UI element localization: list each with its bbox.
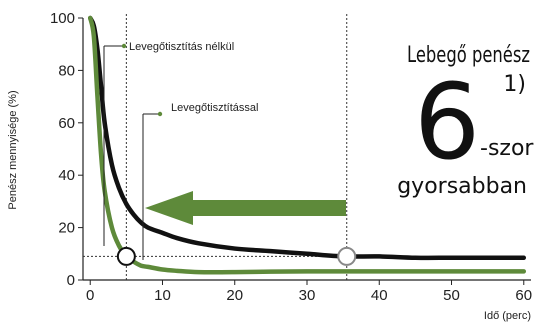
x-tick-label: 60 [515, 287, 532, 304]
callout-no-purifier: Levegőtisztítás nélkül [103, 41, 234, 246]
annotation-suffix: -szor [480, 136, 534, 161]
x-tick-label: 40 [371, 287, 388, 304]
arrow-shaft [188, 200, 346, 216]
annotation-line1: Lebegő penész [407, 43, 530, 68]
x-tick-label: 10 [154, 287, 171, 304]
y-tick-label: 20 [58, 220, 75, 237]
x-tick-label: 20 [226, 287, 243, 304]
series-line-1 [87, 15, 527, 275]
y-tick-label: 0 [67, 272, 75, 289]
legend-label-with-purifier: Levegőtisztítással [171, 102, 258, 114]
annotation-big-number: 6 [414, 61, 480, 183]
x-tick-group: 0 10 20 30 40 50 60 [86, 280, 532, 304]
guide-lines [83, 14, 348, 280]
reference-point [337, 246, 357, 266]
y-tick-label: 80 [58, 62, 75, 79]
x-tick-label: 30 [299, 287, 316, 304]
arrow-head [145, 191, 193, 225]
speedup-annotation: Lebegő penész 1) 6 -szor gyorsabban [397, 43, 534, 199]
series-line-0 [87, 15, 527, 261]
reference-point [116, 246, 136, 266]
speedup-arrow [145, 191, 346, 225]
reference-markers [116, 246, 357, 266]
y-axis-title: Penész mennyisége (%) [7, 90, 19, 209]
series-group [87, 15, 527, 275]
x-axis-title: Idő (perc) [484, 310, 531, 322]
legend-label-no-purifier: Levegőtisztítás nélkül [129, 41, 234, 53]
x-tick-label: 0 [86, 287, 94, 304]
annotation-line2: 1) [503, 72, 526, 97]
callout-with-purifier: Levegőtisztítással [142, 102, 258, 260]
y-tick-label: 40 [58, 167, 75, 184]
y-tick-label: 100 [50, 10, 75, 27]
x-tick-label: 50 [443, 287, 460, 304]
y-tick-label: 60 [58, 115, 75, 132]
annotation-line3: gyorsabban [397, 174, 527, 199]
y-tick-group: 0 20 40 60 80 100 [50, 10, 83, 289]
